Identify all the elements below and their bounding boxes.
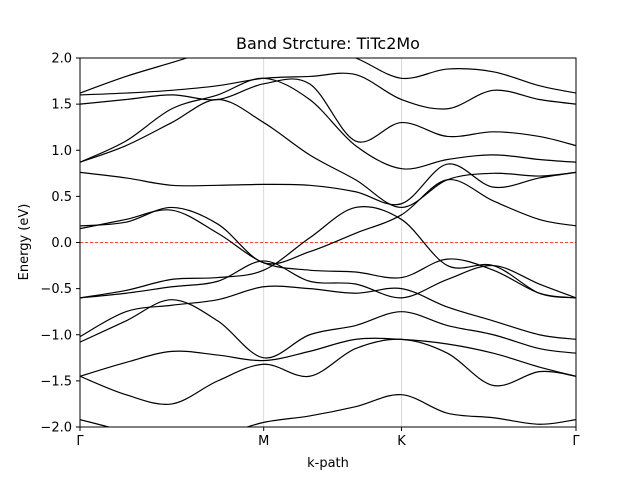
x-tick-label: Γ <box>76 434 84 449</box>
plot-area: −2.0 −1.5 −1.0 −0.5 0.0 0.5 1.0 1.5 2.0 Γ M K Γ <box>40 52 580 450</box>
band-line-11 <box>80 98 576 209</box>
band-line-1 <box>80 394 576 427</box>
chart-title: Band Strcture: TiTc2Mo <box>236 34 420 53</box>
y-tick-label: 0.5 <box>51 190 72 205</box>
band-line-15 <box>80 58 576 94</box>
band-line-13 <box>80 78 576 147</box>
band-line-5 <box>80 285 576 340</box>
x-axis-label: k-path <box>307 456 349 471</box>
band-line-2 <box>80 338 576 405</box>
band-line-6 <box>80 260 576 299</box>
y-tick-label: 1.0 <box>51 144 72 159</box>
band-line-12 <box>80 77 576 170</box>
band-lines <box>80 58 576 427</box>
y-tick-label: 1.5 <box>51 98 72 113</box>
y-tick-label: −2.0 <box>40 421 72 436</box>
y-tick-label: −1.0 <box>40 328 72 343</box>
x-tick-label: Γ <box>572 434 580 449</box>
band-line-3 <box>80 337 576 377</box>
x-tick-label: K <box>397 434 406 449</box>
band-line-10 <box>80 163 576 206</box>
x-tick-label: M <box>258 434 269 449</box>
band-line-7 <box>80 206 576 299</box>
y-tick-label: 0.0 <box>51 236 72 251</box>
band-line-4 <box>80 299 576 359</box>
y-tick-label: 2.0 <box>51 52 72 67</box>
band-line-9 <box>80 179 576 265</box>
y-axis-label: Energy (eV) <box>17 204 32 281</box>
band-line-8 <box>80 209 576 299</box>
band-line-14 <box>80 72 576 110</box>
y-tick-label: −1.5 <box>40 374 72 389</box>
y-tick-label: −0.5 <box>40 282 72 297</box>
